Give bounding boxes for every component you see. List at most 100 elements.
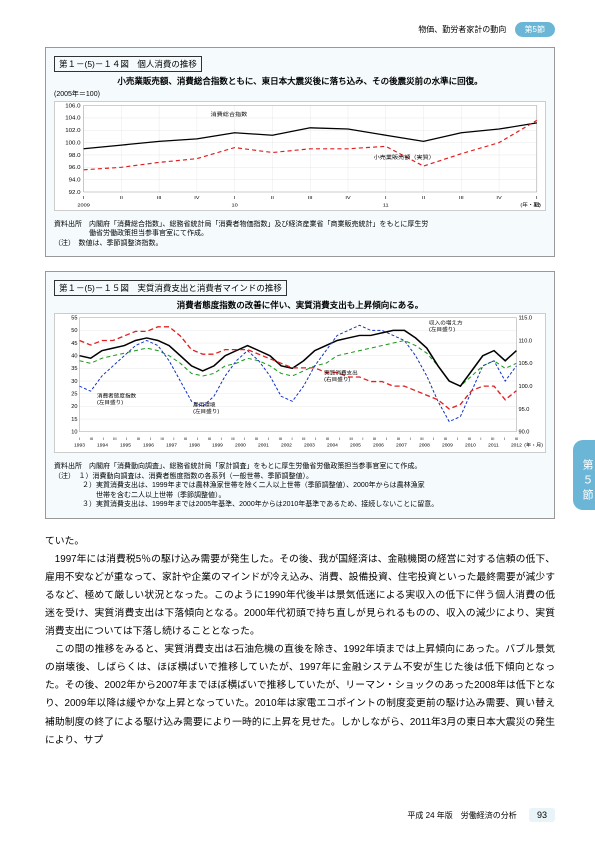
svg-text:III: III (420, 438, 423, 442)
svg-text:50: 50 (71, 329, 77, 335)
svg-text:III: III (137, 438, 140, 442)
svg-text:III: III (184, 438, 187, 442)
svg-text:III: III (279, 438, 282, 442)
svg-text:I: I (126, 438, 127, 442)
svg-text:1999: 1999 (212, 443, 223, 448)
svg-text:105.0: 105.0 (518, 362, 532, 368)
svg-text:2009: 2009 (442, 443, 453, 448)
body-text: ていた。 1997年には消費税5％の駆け込み需要が発生した。その後、我が国経済は… (45, 533, 555, 750)
page-number: 93 (529, 808, 555, 822)
svg-text:2010: 2010 (465, 443, 476, 448)
svg-text:1998: 1998 (189, 443, 200, 448)
svg-text:IV: IV (194, 195, 200, 201)
svg-text:100.0: 100.0 (518, 384, 532, 390)
svg-text:2003: 2003 (304, 443, 315, 448)
svg-text:1993: 1993 (74, 443, 85, 448)
svg-text:III: III (326, 438, 329, 442)
svg-text:2005: 2005 (350, 443, 361, 448)
svg-text:1997: 1997 (166, 443, 177, 448)
svg-text:2006: 2006 (373, 443, 384, 448)
svg-text:10: 10 (71, 430, 77, 436)
figure-1-5-14: 第１－(5)－１４図 個人消費の推移 小売業販売額、消費総合指数ともに、東日本大… (45, 47, 555, 257)
svg-text:II: II (422, 195, 425, 201)
svg-text:110.0: 110.0 (518, 339, 532, 345)
svg-text:I: I (103, 438, 104, 442)
figure2-subtitle: 消費者態度指数の改善に伴い、実質消費支出も上昇傾向にある。 (54, 299, 546, 311)
svg-text:I: I (480, 438, 481, 442)
svg-text:102.0: 102.0 (65, 128, 80, 134)
svg-text:I: I (244, 438, 245, 442)
svg-text:小売業販売額（実質）: 小売業販売額（実質） (374, 154, 435, 161)
figure-1-5-15: 第１－(5)－１５図 実質消費支出と消費者マインドの推移 消費者態度指数の改善に… (45, 271, 555, 518)
figure2-title: 第１－(5)－１５図 実質消費支出と消費者マインドの推移 (54, 280, 287, 296)
svg-text:98.0: 98.0 (69, 153, 81, 159)
svg-text:2012: 2012 (511, 443, 522, 448)
svg-text:実質消費支出: 実質消費支出 (324, 369, 358, 377)
svg-text:106.0: 106.0 (65, 104, 80, 110)
svg-text:雇用環境: 雇用環境 (193, 401, 216, 409)
svg-text:92.0: 92.0 (69, 190, 81, 196)
svg-text:消費総合指数: 消費総合指数 (210, 110, 247, 117)
svg-text:I: I (362, 438, 363, 442)
svg-text:II: II (120, 195, 123, 201)
para-continue: ていた。 (45, 533, 555, 551)
svg-text:III: III (397, 438, 400, 442)
svg-text:94.0: 94.0 (69, 178, 81, 184)
svg-text:I: I (315, 438, 316, 442)
svg-text:104.0: 104.0 (65, 116, 80, 122)
svg-text:III: III (373, 438, 376, 442)
figure1-source: 資料出所 内閣府「消費総合指数」、総務省統計局「消費者物価指数」及び経済産業省「… (54, 220, 546, 248)
section-tab: 第5節 (515, 22, 555, 37)
figure2-source: 資料出所 内閣府「消費動向調査」、総務省統計局「家計調査」をもとに厚生労働省労働… (54, 462, 546, 509)
svg-text:III: III (308, 195, 313, 201)
svg-text:25: 25 (71, 392, 77, 398)
svg-text:I: I (339, 438, 340, 442)
svg-text:15: 15 (71, 417, 77, 423)
svg-text:2011: 2011 (488, 443, 499, 448)
svg-text:III: III (349, 438, 352, 442)
svg-text:III: III (157, 195, 162, 201)
svg-text:IV: IV (496, 195, 502, 201)
svg-text:55: 55 (71, 316, 77, 322)
figure1-base: (2005年＝100) (54, 89, 546, 99)
svg-text:95.0: 95.0 (518, 407, 529, 413)
figure1-subtitle: 小売業販売額、消費総合指数ともに、東日本大震災後に落ち込み、その後震災前の水準に… (54, 75, 546, 87)
svg-text:(右目盛り): (右目盛り) (324, 376, 350, 384)
svg-text:10: 10 (232, 203, 238, 209)
svg-text:1995: 1995 (120, 443, 131, 448)
footer-text: 平成 24 年版 労働経済の分析 (407, 811, 516, 820)
side-section-tab: 第５節 (573, 440, 595, 510)
svg-text:III: III (161, 438, 164, 442)
svg-text:I: I (410, 438, 411, 442)
svg-text:III: III (208, 438, 211, 442)
svg-text:I: I (292, 438, 293, 442)
svg-text:消費者態度指数: 消費者態度指数 (97, 392, 137, 400)
svg-text:I: I (83, 195, 85, 201)
figure2-plot: 1015202530354045505590.095.0100.0105.011… (54, 313, 546, 453)
svg-text:III: III (231, 438, 234, 442)
svg-text:2007: 2007 (396, 443, 407, 448)
svg-text:III: III (491, 438, 494, 442)
svg-text:2001: 2001 (258, 443, 269, 448)
svg-text:I: I (268, 438, 269, 442)
footer: 平成 24 年版 労働経済の分析 93 (407, 808, 555, 822)
svg-text:I: I (433, 438, 434, 442)
svg-text:III: III (515, 438, 518, 442)
svg-text:I: I (197, 438, 198, 442)
svg-text:2008: 2008 (419, 443, 430, 448)
svg-text:1996: 1996 (143, 443, 154, 448)
svg-text:(左目盛り): (左目盛り) (193, 408, 219, 416)
para-2: この間の推移をみると、実質消費支出は石油危機の直後を除き、1992年頃までは上昇… (45, 641, 555, 750)
svg-text:I: I (79, 438, 80, 442)
svg-text:I: I (385, 195, 387, 201)
svg-text:I: I (234, 195, 236, 201)
svg-text:I: I (221, 438, 222, 442)
svg-text:III: III (113, 438, 116, 442)
para-1: 1997年には消費税5％の駆け込み需要が発生した。その後、我が国経済は、金融機関… (45, 551, 555, 642)
svg-text:2004: 2004 (327, 443, 338, 448)
svg-text:2009: 2009 (77, 203, 90, 209)
svg-text:I: I (173, 438, 174, 442)
svg-text:2000: 2000 (235, 443, 246, 448)
breadcrumb: 物価、勤労者家計の動向 (418, 25, 506, 34)
svg-text:100.0: 100.0 (65, 141, 80, 147)
